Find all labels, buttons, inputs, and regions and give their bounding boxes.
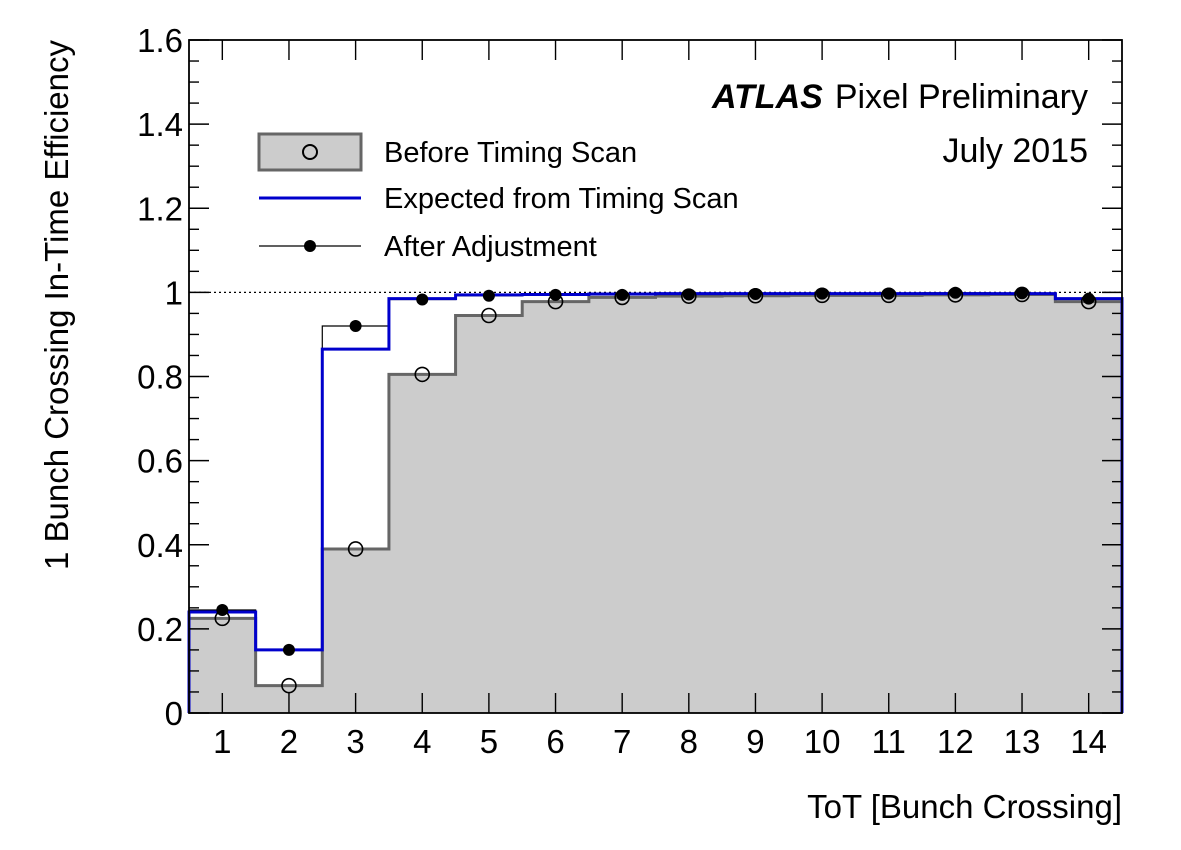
y-tick-label: 1.4 <box>137 106 183 143</box>
after-point <box>349 320 362 333</box>
y-tick-label: 1 <box>165 274 183 311</box>
after-point <box>682 288 695 301</box>
legend-label-expected: Expected from Timing Scan <box>384 183 739 215</box>
svg-text:ATLAS Pixel Preliminary: ATLAS Pixel Preliminary <box>711 78 1088 116</box>
x-tick-label: 2 <box>280 723 298 760</box>
series-expected-line <box>187 292 1124 713</box>
y-tick-label: 0.4 <box>137 527 183 564</box>
legend: Before Timing Scan Expected from Timing … <box>257 132 739 263</box>
plot-area <box>187 286 1124 713</box>
y-axis-title: 1 Bunch Crossing In-Time Efficiency <box>38 40 75 571</box>
annotation: ATLAS Pixel Preliminary July 2015 <box>711 78 1088 170</box>
x-tick-label: 14 <box>1070 723 1107 760</box>
legend-swatch-before <box>257 132 363 172</box>
legend-marker-before <box>302 144 318 160</box>
after-point <box>549 288 562 301</box>
x-tick-label: 12 <box>937 723 974 760</box>
x-axis-title: ToT [Bunch Crossing] <box>807 788 1122 825</box>
after-point <box>216 603 229 616</box>
preliminary-label: Pixel Preliminary <box>835 78 1088 116</box>
x-tick-label: 9 <box>746 723 764 760</box>
x-tick-label: 10 <box>804 723 841 760</box>
x-tick-label: 1 <box>213 723 231 760</box>
experiment-label: ATLAS <box>711 78 823 116</box>
after-point <box>949 286 962 299</box>
after-point <box>816 287 829 300</box>
legend-label-after: After Adjustment <box>384 231 597 263</box>
after-point <box>1082 292 1095 305</box>
y-tick-label: 0.8 <box>137 359 183 396</box>
x-tick-label: 8 <box>680 723 698 760</box>
series-before-fill <box>189 294 1122 713</box>
x-tick-label: 5 <box>480 723 498 760</box>
y-tick-label: 0 <box>165 695 183 732</box>
legend-marker-after <box>304 240 316 252</box>
after-point <box>749 288 762 301</box>
date-label: July 2015 <box>942 132 1088 170</box>
after-point <box>416 293 429 306</box>
y-tick-label: 0.6 <box>137 443 183 480</box>
after-point <box>282 643 295 656</box>
legend-label-before: Before Timing Scan <box>384 137 637 169</box>
after-point <box>482 289 495 302</box>
after-point <box>882 287 895 300</box>
before-point <box>414 366 431 383</box>
before-point <box>347 541 364 557</box>
before-point <box>481 307 497 324</box>
axes: 00.20.40.60.811.21.41.61 2 3 4 5 6 7 8 9 10 11 12 13… <box>137 22 1123 760</box>
y-tick-label: 1.2 <box>137 190 183 227</box>
x-tick-label: 4 <box>413 723 431 760</box>
before-point <box>281 677 297 694</box>
y-tick-label: 0.2 <box>137 611 183 648</box>
x-tick-label: 6 <box>546 723 564 760</box>
x-tick-label: 11 <box>872 723 906 760</box>
y-tick-label: 1.6 <box>137 22 183 59</box>
after-point <box>1016 287 1029 300</box>
after-point <box>616 288 629 301</box>
x-tick-label: 13 <box>1004 723 1041 760</box>
x-tick-label: 7 <box>613 723 631 760</box>
x-tick-label: 3 <box>346 723 364 760</box>
